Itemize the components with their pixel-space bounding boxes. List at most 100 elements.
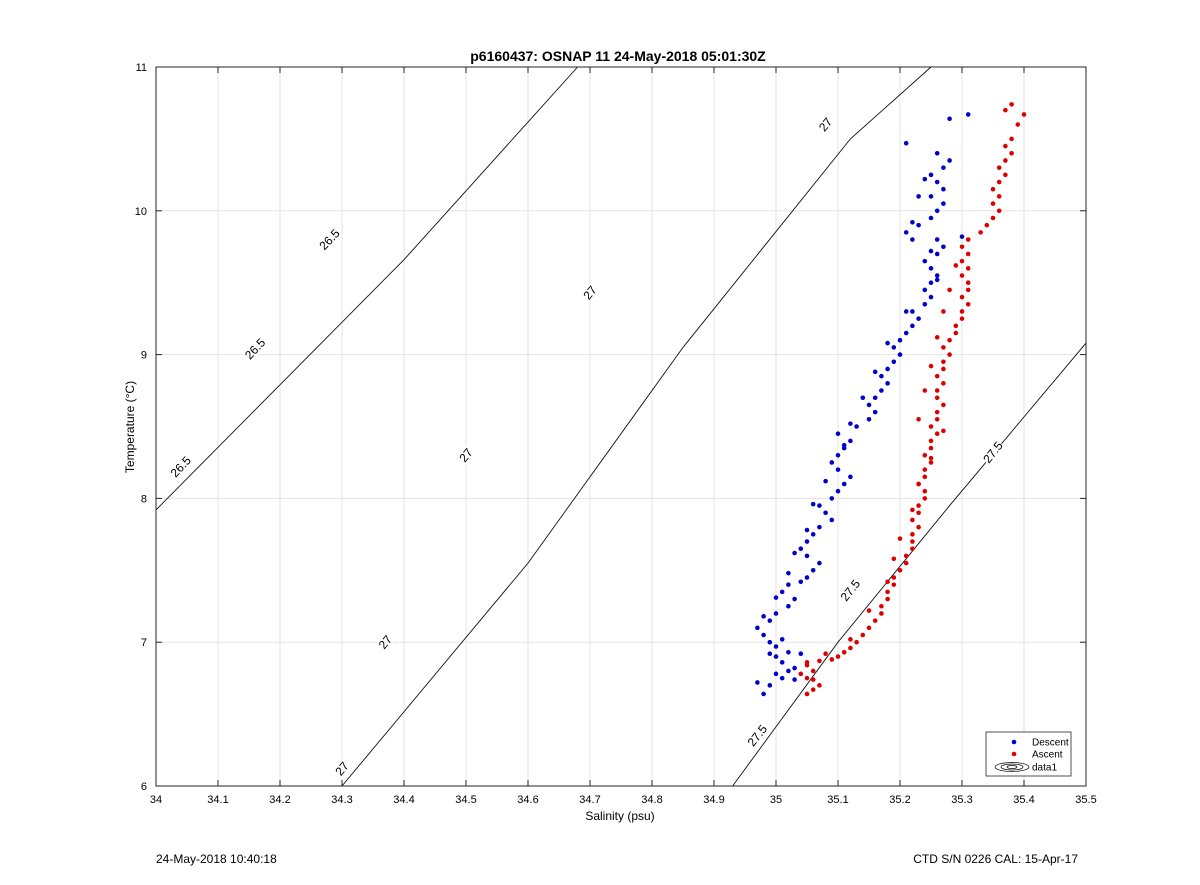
data-point-descent [761, 632, 766, 638]
data-point-descent [767, 683, 773, 688]
data-point-descent [934, 150, 940, 156]
data-point-ascent [947, 287, 952, 293]
data-point-ascent [990, 186, 996, 192]
series-ascent [798, 102, 1027, 697]
contour-label-bg [838, 577, 863, 604]
x-tick-label: 34.1 [207, 794, 228, 806]
data-point-ascent [817, 658, 822, 664]
contour-label-bg [316, 226, 343, 253]
data-point-descent [860, 395, 866, 401]
data-point-descent [773, 644, 779, 649]
x-tick-label: 35.5 [1075, 794, 1096, 806]
data-point-descent [779, 637, 785, 642]
x-tick-label: 34 [150, 794, 162, 806]
data-point-descent [891, 345, 897, 350]
data-point-descent [910, 237, 915, 242]
data-point-ascent [810, 668, 816, 674]
data-point-descent [866, 402, 872, 408]
footer-calibration: CTD S/N 0226 CAL: 15-Apr-17 [913, 852, 1078, 866]
contour-label-bg [242, 336, 268, 362]
data-point-descent [928, 248, 934, 254]
x-tick-label: 35 [770, 794, 782, 806]
data-point-descent [829, 517, 835, 523]
data-point-descent [897, 352, 903, 357]
data-point-descent [941, 201, 946, 206]
data-point-ascent [835, 654, 841, 659]
contour-label: 26.5 [316, 226, 342, 253]
data-point-descent [934, 273, 940, 278]
data-point-descent [841, 442, 847, 448]
data-point-descent [879, 388, 884, 393]
data-point-ascent [959, 294, 965, 300]
y-tick-label: 11 [136, 62, 147, 74]
data-point-ascent [817, 683, 822, 688]
data-point-descent [786, 649, 791, 655]
data-point-descent [779, 660, 785, 665]
data-point-ascent [922, 467, 928, 472]
data-point-ascent [860, 632, 866, 638]
data-point-ascent [854, 639, 859, 645]
legend-contour-icon [994, 762, 1030, 772]
data-point-ascent [910, 517, 915, 523]
data-point-ascent [941, 345, 946, 350]
data-point-ascent [965, 251, 971, 257]
contour-label-bg [813, 111, 838, 138]
data-point-descent [779, 675, 785, 681]
data-point-ascent [916, 510, 921, 516]
data-point-descent [829, 496, 835, 501]
data-point-descent [928, 266, 934, 271]
data-point-descent [835, 431, 841, 436]
y-tick-label: 8 [141, 493, 147, 505]
data-point-ascent [996, 194, 1002, 199]
data-point-ascent [885, 579, 890, 585]
data-point-ascent [903, 553, 909, 559]
y-tick-label: 9 [141, 350, 147, 362]
data-point-ascent [934, 395, 940, 401]
data-point-ascent [934, 417, 940, 422]
data-point-ascent [965, 237, 971, 242]
data-point-descent [928, 215, 934, 221]
contour-line-27 [341, 66, 932, 787]
data-point-descent [928, 280, 934, 286]
data-point-ascent [841, 649, 847, 655]
data-point-ascent [1009, 102, 1014, 107]
data-point-descent [903, 230, 909, 235]
data-point-descent [755, 680, 760, 685]
data-point-descent [761, 691, 766, 697]
data-point-descent [934, 277, 940, 283]
data-point-ascent [928, 460, 934, 465]
data-point-ascent [916, 481, 921, 487]
data-point-ascent [928, 445, 934, 451]
data-point-ascent [965, 280, 971, 286]
data-point-descent [767, 651, 773, 657]
data-point-ascent [959, 244, 965, 250]
y-tick-label: 7 [141, 637, 147, 649]
data-point-descent [817, 503, 822, 508]
data-point-descent [786, 570, 791, 576]
data-point-ascent [910, 539, 915, 544]
data-point-ascent [941, 359, 946, 365]
data-point-descent [798, 651, 804, 657]
data-point-ascent [922, 474, 928, 480]
data-point-ascent [922, 388, 928, 393]
data-point-descent [866, 417, 872, 422]
data-point-ascent [941, 309, 946, 314]
data-point-descent [928, 294, 934, 300]
data-point-ascent [922, 496, 928, 501]
legend-label-ascent: Ascent [1032, 750, 1063, 761]
data-point-ascent [804, 675, 810, 681]
data-point-descent [817, 560, 822, 566]
data-point-descent [941, 165, 946, 170]
x-tick-label: 34.4 [393, 794, 414, 806]
data-point-ascent [848, 645, 853, 651]
data-point-ascent [996, 165, 1002, 170]
x-tick-label: 34.3 [331, 794, 352, 806]
x-tick-label: 35.2 [889, 794, 910, 806]
data-point-descent [941, 244, 946, 250]
data-point-ascent [934, 373, 940, 379]
chart-title: p6160437: OSNAP 11 24-May-2018 05:01:30Z [470, 48, 766, 64]
data-point-ascent [941, 366, 946, 372]
data-point-descent [910, 309, 915, 314]
data-point-descent [916, 194, 921, 199]
